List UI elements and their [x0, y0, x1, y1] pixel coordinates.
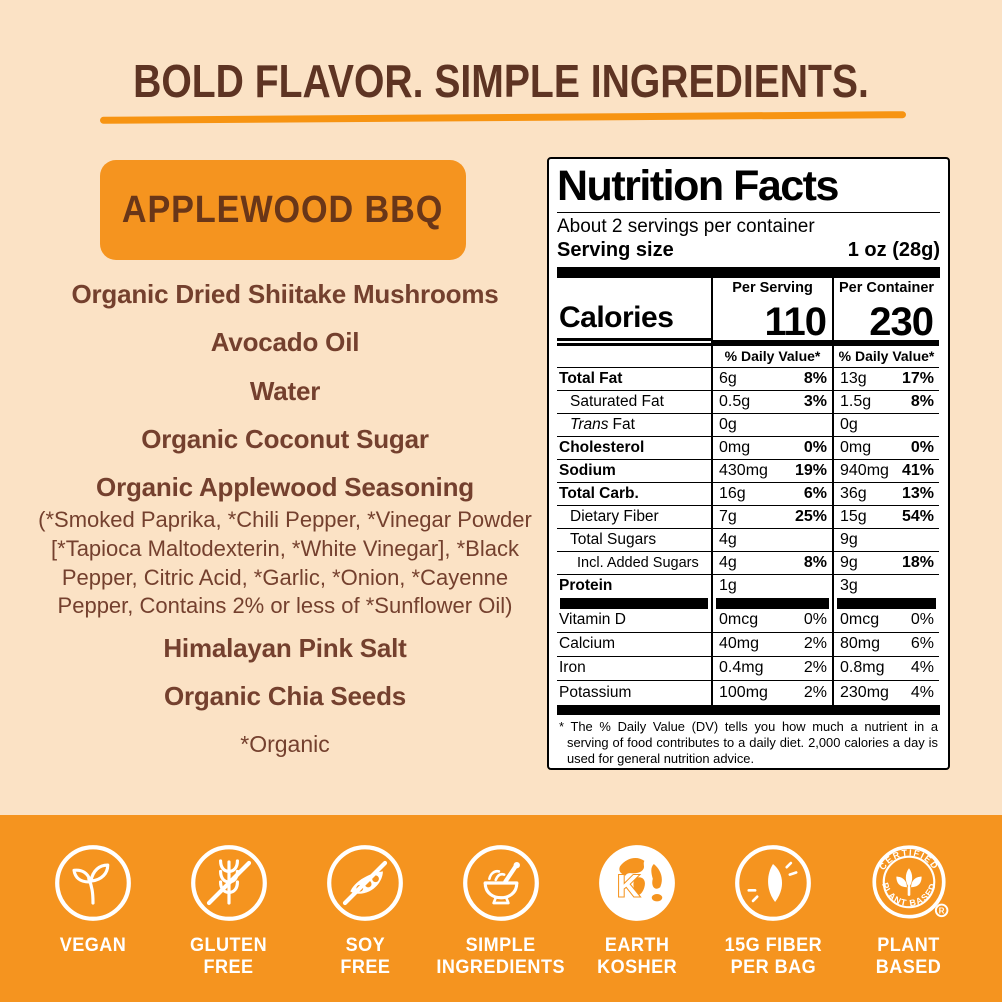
nutrient-row-saturated-fat: Saturated Fat 0.5g 3% 1.5g 8% — [557, 390, 940, 414]
nutrient-row-dietary-fiber: Dietary Fiber 7g 25% 15g 54% — [557, 505, 940, 529]
ingredients-list: Organic Dried Shiitake Mushrooms Avocado… — [25, 279, 545, 758]
calories-label: Calories — [557, 298, 711, 346]
nutrient-row-calcium: Calcium 40mg 2% 80mg 6% — [557, 632, 940, 657]
nutrient-row-added-sugars: Incl. Added Sugars 4g 8% 9g 18% — [557, 551, 940, 575]
nutrient-row-vitamin-d: Vitamin D 0mcg 0% 0mcg 0% — [557, 608, 940, 633]
servings-per-container: About 2 servings per container — [557, 215, 815, 237]
nutrient-row-sodium: Sodium 430mg 19% 940mg 41% — [557, 459, 940, 483]
badge-label: VEGAN — [59, 935, 127, 956]
nutrition-facts-panel: Nutrition Facts About 2 servings per con… — [547, 157, 950, 770]
gluten-free-icon — [191, 845, 267, 921]
simple-ingredients-icon — [463, 845, 539, 921]
fiber-leaf-icon — [735, 845, 811, 921]
badge-earth-kosher: K EARTH KOSHER — [572, 843, 702, 1002]
ingredient-item: Organic Dried Shiitake Mushrooms — [71, 279, 499, 309]
organic-footnote: *Organic — [240, 731, 330, 758]
divider — [557, 211, 940, 213]
nutrient-row-total-fat: Total Fat 6g 8% 13g 17% — [557, 367, 940, 391]
badge-label: SIMPLE INGREDIENTS — [436, 935, 566, 979]
ingredient-sublist: (*Smoked Paprika, *Chili Pepper, *Vinega… — [38, 507, 532, 619]
ingredient-item: Organic Coconut Sugar — [141, 423, 429, 454]
nutrient-row-iron: Iron 0.4mg 2% 0.8mg 4% — [557, 656, 940, 681]
svg-text:R: R — [939, 907, 945, 916]
svg-text:K: K — [617, 868, 640, 904]
nutrient-row-total-carb: Total Carb. 16g 6% 36g 13% — [557, 482, 940, 506]
calories-per-container: 230 — [832, 297, 939, 346]
badge-fiber: 15G FIBER PER BAG — [708, 843, 838, 1002]
flavor-badge: APPLEWOOD BBQ — [100, 160, 466, 260]
earth-kosher-icon: K — [599, 845, 675, 921]
nutrient-row-protein: Protein 1g 3g — [557, 574, 940, 598]
headline: BOLD FLAVOR. SIMPLE INGREDIENTS. — [133, 55, 869, 107]
nutrient-row-trans-fat: Trans Fat 0g 0g — [557, 413, 940, 437]
serving-size-label: Serving size — [557, 238, 674, 261]
badge-label: EARTH KOSHER — [596, 935, 678, 979]
thick-rule-segmented — [557, 597, 940, 609]
nutrition-facts-title: Nutrition Facts — [557, 162, 839, 210]
badge-label: PLANT BASED — [876, 935, 942, 979]
badge-label: 15G FIBER PER BAG — [724, 935, 822, 979]
badge-soy-free: SOY FREE — [300, 843, 430, 1002]
badge-vegan: VEGAN — [28, 843, 158, 1002]
nutrient-row-potassium: Potassium 100mg 2% 230mg 4% — [557, 680, 940, 705]
nutrient-row-total-sugars: Total Sugars 4g 9g — [557, 528, 940, 552]
thick-rule — [557, 704, 940, 715]
daily-value-footnote: * The % Daily Value (DV) tells you how m… — [559, 718, 938, 767]
certification-band: VEGAN GLUTEN FREE — [0, 815, 1002, 1002]
daily-value-header-row: % Daily Value* % Daily Value* — [557, 345, 940, 368]
per-container-header: Per Container — [832, 277, 939, 298]
ingredient-item: Himalayan Pink Salt — [163, 632, 407, 663]
calories-per-serving: 110 — [711, 297, 832, 346]
badge-gluten-free: GLUTEN FREE — [164, 843, 294, 1002]
badge-plant-based: CERTIFIED PLANT BASED R PLANT BASED — [844, 843, 974, 1002]
ingredient-item: Water — [249, 375, 321, 406]
plant-based-seal-icon: CERTIFIED PLANT BASED R — [872, 845, 949, 919]
nutrition-columns: Per Serving Per Container Calories 110 2… — [557, 277, 940, 705]
thick-rule — [557, 266, 940, 278]
column-header-row: Per Serving Per Container — [557, 277, 940, 298]
badge-simple-ingredients: SIMPLE INGREDIENTS — [436, 843, 566, 1002]
serving-size-row: Serving size 1 oz (28g) — [557, 239, 940, 262]
daily-value-header: % Daily Value* — [832, 345, 939, 368]
vegan-sprout-icon — [55, 845, 131, 921]
badge-label: SOY FREE — [339, 935, 391, 979]
ingredient-item: Organic Applewood Seasoning — [96, 472, 474, 503]
badge-label: GLUTEN FREE — [190, 935, 268, 979]
svg-text:CERTIFIED: CERTIFIED — [877, 847, 941, 871]
nutrient-row-cholesterol: Cholesterol 0mg 0% 0mg 0% — [557, 436, 940, 460]
flavor-badge-label: APPLEWOOD BBQ — [122, 188, 444, 231]
ingredient-item: Avocado Oil — [210, 327, 360, 358]
serving-size-value: 1 oz (28g) — [847, 238, 940, 261]
ingredient-item: Organic Chia Seeds — [163, 681, 407, 712]
headline-underline — [99, 111, 907, 124]
daily-value-header: % Daily Value* — [711, 345, 832, 368]
soy-free-icon — [327, 845, 403, 921]
calories-row: Calories 110 230 — [557, 297, 940, 346]
per-serving-header: Per Serving — [711, 277, 832, 298]
